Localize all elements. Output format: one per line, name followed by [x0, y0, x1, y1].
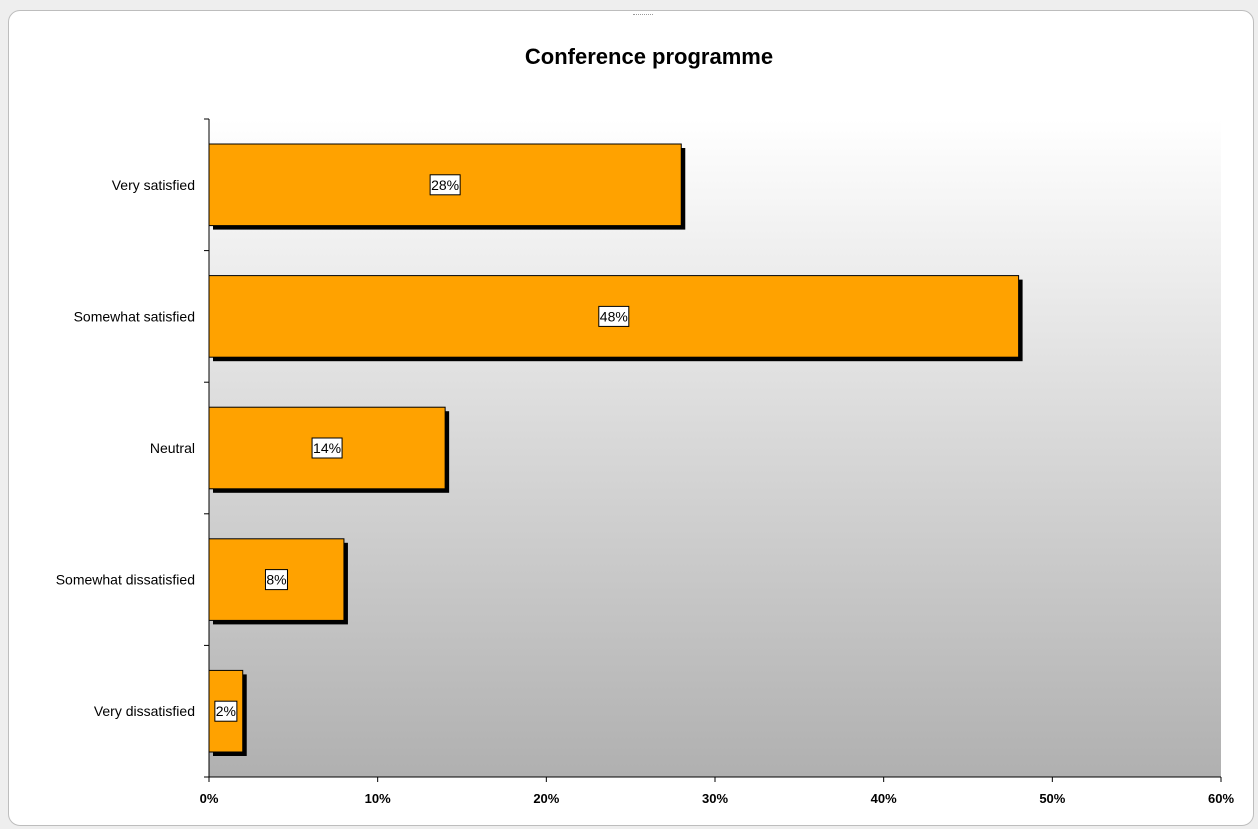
x-tick-label: 0%: [200, 791, 219, 806]
bars-layer: 28% 48% 14% 8% 2%: [208, 143, 1023, 756]
category-label: Very dissatisfied: [94, 703, 195, 719]
x-tick-label: 50%: [1039, 791, 1065, 806]
data-label: 8%: [266, 572, 286, 588]
data-label: 2%: [216, 703, 236, 719]
data-label: 48%: [600, 308, 628, 324]
x-tick-label: 40%: [871, 791, 897, 806]
category-label: Somewhat dissatisfied: [56, 572, 195, 588]
x-tick-label: 60%: [1208, 791, 1234, 806]
data-label-box: [311, 437, 343, 459]
bar[interactable]: [208, 143, 682, 227]
data-label-box: [264, 569, 288, 591]
axes-layer: Very satisfied Somewhat satisfied Neutral S…: [56, 118, 1234, 806]
category-label: Very satisfied: [112, 177, 195, 193]
chart-title: Conference programme: [525, 44, 773, 69]
x-tick-label: 30%: [702, 791, 728, 806]
category-label: Neutral: [150, 440, 195, 456]
data-label-box: [429, 174, 461, 196]
x-tick-label: 20%: [533, 791, 559, 806]
data-label-box: [214, 700, 238, 722]
chart-frame: Conference programme 28% 48% 14% 8% 2% Very …: [8, 10, 1254, 826]
data-label: 28%: [431, 177, 459, 193]
bar-chart: Conference programme 28% 48% 14% 8% 2% Very …: [56, 44, 1235, 806]
data-label-box: [598, 305, 630, 327]
resize-grip[interactable]: [633, 14, 653, 18]
data-label: 14%: [313, 440, 341, 456]
x-tick-label: 10%: [365, 791, 391, 806]
category-label: Somewhat satisfied: [74, 308, 195, 324]
